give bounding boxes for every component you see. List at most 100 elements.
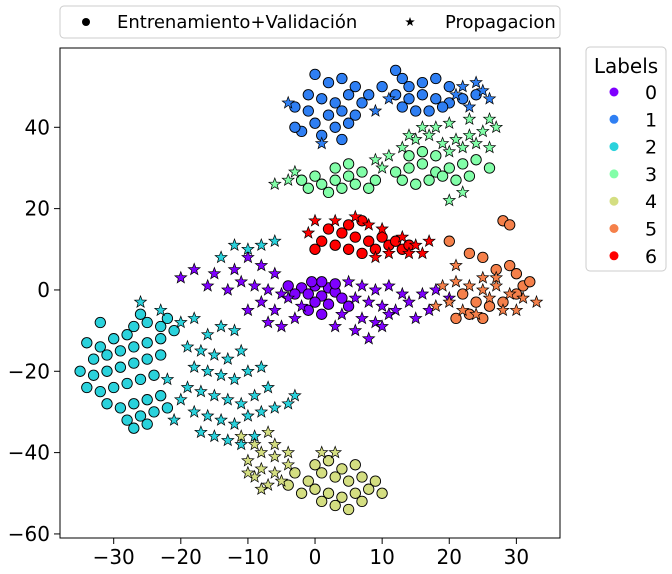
star-point [328,213,343,227]
cluster-0 [173,250,457,345]
circle-point [403,93,415,105]
circle-point [128,398,140,410]
circle-point [342,117,355,129]
star-point [502,286,517,300]
side-legend-label: 4 [645,191,657,213]
circle-point [470,89,482,101]
star-point [214,250,228,264]
circle-point [128,341,140,353]
circle-point [155,320,167,333]
star-point [402,246,416,260]
star-point [133,294,148,309]
circle-point [342,300,355,312]
circle-point [316,467,328,479]
y-tick-label: −40 [8,441,50,465]
circle-point [329,162,341,174]
star-point [261,425,275,439]
x-tick-label: 10 [369,545,394,569]
star-point [435,136,450,150]
star-point [220,282,235,296]
circle-point [87,353,100,365]
star-point [482,140,497,154]
circle-point [302,89,314,101]
circle-point [457,288,469,300]
star-point [267,400,282,414]
circle-point [302,304,314,316]
circle-point [349,80,361,93]
star-point [402,128,416,142]
circle-point [306,276,318,288]
star-point [274,319,289,333]
circle-point [403,80,415,93]
star-point [200,327,215,341]
circle-point [356,97,368,109]
star-point [382,91,396,105]
plot-points [74,64,544,516]
circle-point [141,316,153,329]
circle-point [322,298,335,310]
star-point [227,416,242,431]
circle-point [450,174,462,186]
star-point [368,315,383,329]
star-point [234,396,249,410]
circle-point [430,93,442,105]
circle-point [349,178,361,190]
star-point [361,294,376,309]
star-point [241,242,255,256]
star-point [220,351,235,365]
star-point [254,238,269,252]
circle-point [101,349,113,361]
circle-point [295,487,308,499]
star-point [214,319,228,333]
star-point [234,343,249,357]
circle-point [329,121,341,133]
circle-point [463,247,476,260]
x-tick-label: 0 [309,545,322,569]
circle-point [423,174,435,186]
star-point [449,132,463,146]
star-point [194,343,208,357]
star-point [200,278,215,292]
circle-point [302,182,314,194]
circle-point [336,491,348,503]
circle-point [342,170,355,182]
star-point [449,274,463,288]
x-tick-label: −20 [160,545,202,569]
star-point [469,307,483,321]
star-point [482,112,497,126]
circle-point [148,406,160,418]
side-legend-swatch [609,196,619,206]
side-legend-swatch [609,251,619,261]
star-point [382,278,396,292]
star-point [368,152,383,166]
circle-point [336,227,348,239]
star-point [368,103,383,117]
circle-point [74,365,86,377]
circle-point [416,76,429,89]
star-point [241,453,255,467]
top-legend: Entrenamiento+Validación Propagacion [59,5,561,39]
circle-point [101,398,113,410]
circle-point [410,105,422,117]
side-legend-label: 2 [645,137,657,159]
circle-point [389,166,402,178]
circle-point [309,68,321,81]
star-point [475,282,490,296]
circle-point [363,89,375,101]
star-point [375,221,389,235]
side-legend-title: Labels [594,54,658,78]
y-tick-label: −20 [8,359,50,383]
circle-point [349,231,361,243]
circle-point [141,418,153,430]
star-point [267,303,282,317]
star-point [288,388,302,402]
circle-point [423,105,435,117]
star-point [408,237,423,252]
star-point [241,303,255,317]
star-point [516,290,530,304]
star-point [422,234,436,248]
side-legend-label: 3 [645,164,657,186]
star-point [281,172,296,187]
star-point [415,120,430,134]
circle-point [416,146,429,158]
